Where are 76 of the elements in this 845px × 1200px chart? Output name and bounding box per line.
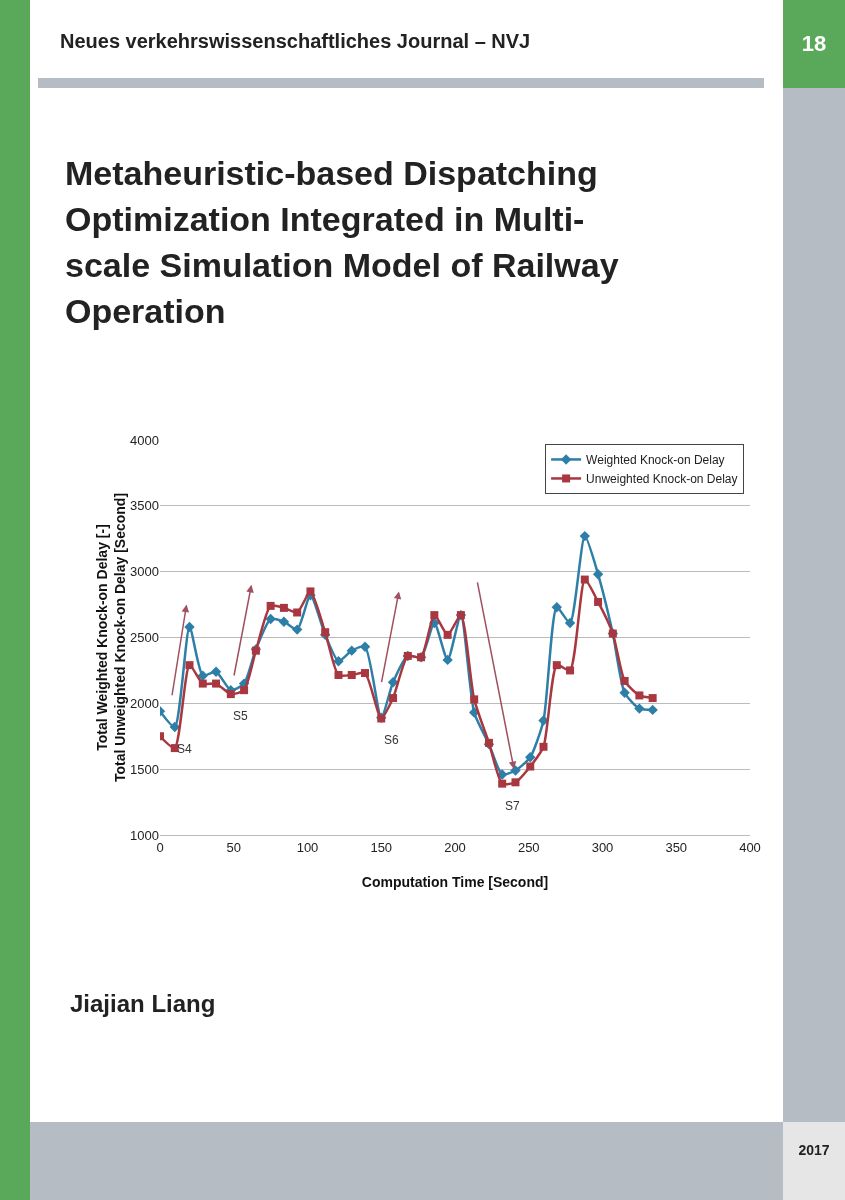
x-tick-label: 150 — [370, 839, 393, 855]
point — [226, 690, 235, 699]
point — [198, 679, 207, 688]
x-tick-label: 0 — [156, 839, 164, 855]
point — [564, 617, 576, 629]
point — [619, 687, 630, 698]
x-tick-label: 200 — [444, 839, 466, 855]
point — [620, 676, 629, 685]
y-tick-label: 4000 — [130, 432, 159, 448]
chart-subtitle: Neues verkehrswissenschaftliches Journal – NVJ — [60, 30, 531, 53]
point — [511, 778, 520, 787]
point — [539, 742, 548, 751]
annotation: S7 — [505, 799, 520, 813]
text: Jiajian Liang — [70, 990, 216, 1018]
point — [346, 645, 357, 656]
x-axis-title: Computation Time [Second] — [361, 874, 549, 890]
x-tick-label: 250 — [517, 839, 540, 855]
point — [278, 616, 290, 627]
point — [291, 624, 303, 635]
annotation: S6 — [384, 733, 399, 747]
y-axis-title: Total Weighted Knock-on Delay [-] Total Unweighted Knock-on Delay [Second] — [93, 492, 129, 783]
point — [334, 671, 343, 680]
point — [592, 569, 604, 580]
point — [212, 679, 221, 688]
point — [265, 613, 276, 625]
y-tick-label: 1000 — [130, 827, 159, 843]
point — [430, 611, 439, 620]
legend-label: Unweighted Knock-on Delay — [586, 472, 738, 487]
point — [648, 694, 657, 703]
point — [347, 671, 356, 680]
point — [361, 669, 370, 678]
x-tick-label: 400 — [739, 839, 761, 855]
point — [184, 621, 195, 633]
point — [526, 762, 535, 771]
text: 2017 — [783, 1122, 845, 1200]
x-tick-label: 50 — [226, 839, 241, 855]
y-tick-label: 2000 — [130, 695, 159, 711]
annotation: S5 — [233, 709, 248, 723]
point — [442, 654, 453, 666]
x-tick-label: 300 — [591, 839, 614, 855]
point — [579, 530, 590, 542]
point — [240, 686, 249, 695]
point — [210, 666, 222, 677]
x-tick-label: 100 — [296, 839, 319, 855]
text: 18 — [783, 0, 845, 88]
point — [293, 608, 302, 617]
point — [470, 695, 479, 704]
point — [580, 575, 589, 584]
point — [321, 628, 330, 637]
point — [525, 752, 536, 763]
y-tick-label: 3000 — [130, 564, 159, 580]
y-tick-label: 2500 — [130, 630, 159, 646]
point — [552, 661, 561, 670]
point — [266, 601, 275, 610]
point — [185, 661, 194, 670]
point — [635, 691, 644, 700]
point — [333, 656, 344, 667]
point — [510, 765, 521, 776]
point — [647, 704, 658, 716]
point — [498, 779, 507, 788]
y-tick-label: 3500 — [130, 498, 159, 514]
chart-title: Metaheuristic-based Dispatching Optimization Integrated in Multi-scale Simulation Model of Railway Operation — [65, 153, 620, 332]
point — [594, 597, 603, 606]
point — [634, 703, 645, 714]
point — [279, 603, 288, 612]
point — [389, 694, 398, 703]
y-tick-label: 1500 — [130, 761, 159, 777]
point — [197, 670, 208, 681]
point — [306, 587, 315, 596]
legend-label: Weighted Knock-on Delay — [586, 453, 725, 468]
point — [443, 630, 452, 639]
annotation: S4 — [177, 742, 192, 756]
point — [359, 641, 371, 652]
point — [566, 666, 575, 675]
point — [551, 602, 562, 613]
x-tick-label: 350 — [665, 839, 688, 855]
